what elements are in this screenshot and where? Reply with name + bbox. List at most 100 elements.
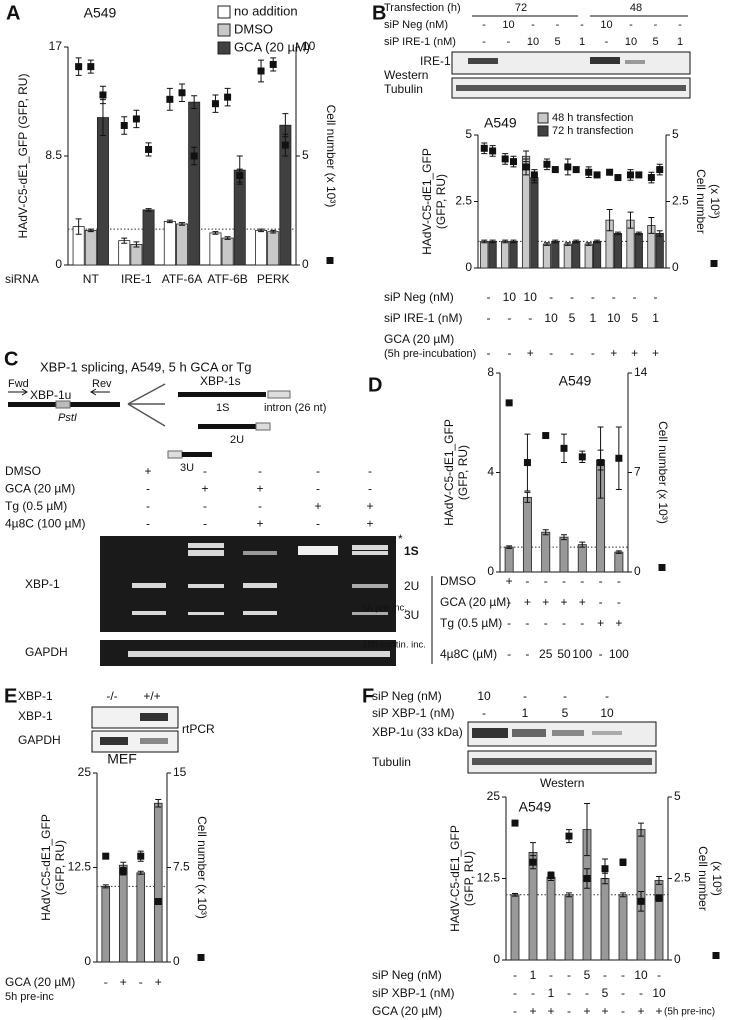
row-value: -	[482, 706, 486, 720]
row-value: 10	[600, 19, 612, 31]
legend-swatch	[217, 41, 231, 55]
condition-table: DMSO + - - - - GCA (20 µM) - + + - - Tg (0.5 µM) - - - +…	[5, 464, 374, 531]
cell-marker	[281, 141, 289, 149]
cell-marker	[120, 121, 128, 129]
product-label: 2U	[230, 434, 244, 446]
cell-marker-key	[658, 564, 666, 571]
cell-marker	[614, 174, 622, 182]
error-bar	[502, 239, 509, 244]
cell-marker	[597, 459, 605, 467]
cell-marker	[178, 89, 186, 97]
blot	[91, 706, 179, 729]
row-value: -	[657, 968, 661, 982]
row-value: 1	[522, 706, 529, 720]
row-value: -	[507, 616, 511, 630]
blot-band	[468, 58, 498, 64]
cell-marker	[637, 897, 645, 905]
y2-axis-label: Cell number	[696, 846, 710, 911]
y2-tick-label: 2.5	[674, 871, 691, 885]
timepoint: 72	[515, 2, 527, 14]
band-label: 1S	[404, 544, 419, 558]
row-value: 5	[584, 968, 591, 982]
error-bar	[481, 239, 488, 244]
legend-swatch	[217, 23, 231, 37]
cell-marker-key	[326, 257, 334, 264]
bar	[255, 229, 268, 266]
cell-marker	[655, 894, 663, 902]
row-value: 1	[530, 968, 537, 982]
row-value: -	[639, 986, 643, 1000]
row-label: siP Neg (nM)	[384, 290, 454, 304]
cell-marker	[137, 852, 145, 860]
row-value: 100	[609, 647, 629, 661]
cell-marker	[529, 858, 537, 866]
panel-title: XBP-1 splicing, A549, 5 h GCA or Tg	[40, 359, 252, 374]
legend-label: no addition	[234, 3, 298, 18]
row-label: Tg (0.5 µM)	[440, 616, 502, 630]
row-value: -	[528, 311, 532, 325]
band-label: 3U	[404, 608, 419, 622]
cell-marker	[119, 867, 127, 875]
row-label: GCA (20 µM)	[372, 1004, 442, 1018]
error-bar	[224, 236, 231, 240]
row-value: -	[580, 616, 584, 630]
y-axis-label: (GFP, RU)	[456, 445, 470, 500]
row-value: -	[258, 499, 262, 513]
error-bar	[606, 208, 613, 232]
bar	[541, 531, 551, 573]
row-value: -	[549, 290, 553, 304]
product	[198, 424, 256, 429]
y2-tick-label: 5	[674, 789, 681, 803]
row-value: 10	[607, 311, 621, 325]
panel-label: A	[6, 2, 20, 24]
error-bar	[510, 239, 517, 244]
error-bar	[512, 892, 518, 897]
x-tick-label: ATF-6B	[207, 272, 247, 286]
y-axis-label: HAdV-C5-dE1_GFP (GFP, RU)	[16, 74, 30, 239]
row-value: -	[567, 986, 571, 1000]
y2-axis-label: Cell number (x 10³)	[324, 105, 338, 208]
bar	[118, 864, 128, 963]
cell-marker	[211, 100, 219, 108]
x-tick-label: NT	[83, 272, 100, 286]
x-axis-label: siRNA	[5, 272, 39, 286]
row-value: 100	[572, 647, 592, 661]
panel-label: B	[372, 2, 386, 24]
row-value: +	[560, 595, 567, 609]
y-axis-label: (GFP, RU)	[462, 851, 476, 906]
bar	[142, 209, 155, 266]
primer: Fwd	[8, 378, 29, 390]
row-value: -	[507, 311, 511, 325]
row-value: -	[104, 975, 108, 989]
row-value: +	[610, 346, 617, 360]
arrows	[127, 383, 166, 427]
cell-marker	[99, 91, 107, 99]
bar	[176, 223, 188, 266]
genotype: -/-	[106, 689, 117, 703]
y-tick-label: 4	[487, 465, 494, 479]
bar	[163, 220, 176, 266]
method-label: rtPCR	[182, 722, 215, 736]
y-axis-label: HAdV-C5-dE1_GFP	[442, 419, 456, 526]
row-label: siP Neg (nM)	[372, 968, 442, 982]
cell-marker	[647, 174, 655, 182]
row-value: -	[486, 311, 490, 325]
y-tick-label: 12.5	[68, 860, 92, 874]
error-bar	[620, 892, 626, 898]
y-tick-label: 0	[465, 260, 472, 274]
row-value: 10	[544, 311, 558, 325]
bar	[118, 240, 131, 266]
bar	[618, 894, 628, 961]
bar	[614, 551, 624, 573]
row-value: 1	[590, 311, 597, 325]
cell-marker	[543, 160, 551, 168]
row-value: +	[637, 1004, 644, 1018]
cell-marker	[542, 432, 550, 440]
cell-marker	[190, 152, 198, 160]
legend-label: 48 h transfection	[552, 112, 633, 124]
error-bar	[212, 231, 219, 235]
row-value: -	[139, 975, 143, 989]
bar	[634, 233, 643, 269]
row-value: -	[567, 1004, 571, 1018]
blot-band	[625, 60, 645, 64]
